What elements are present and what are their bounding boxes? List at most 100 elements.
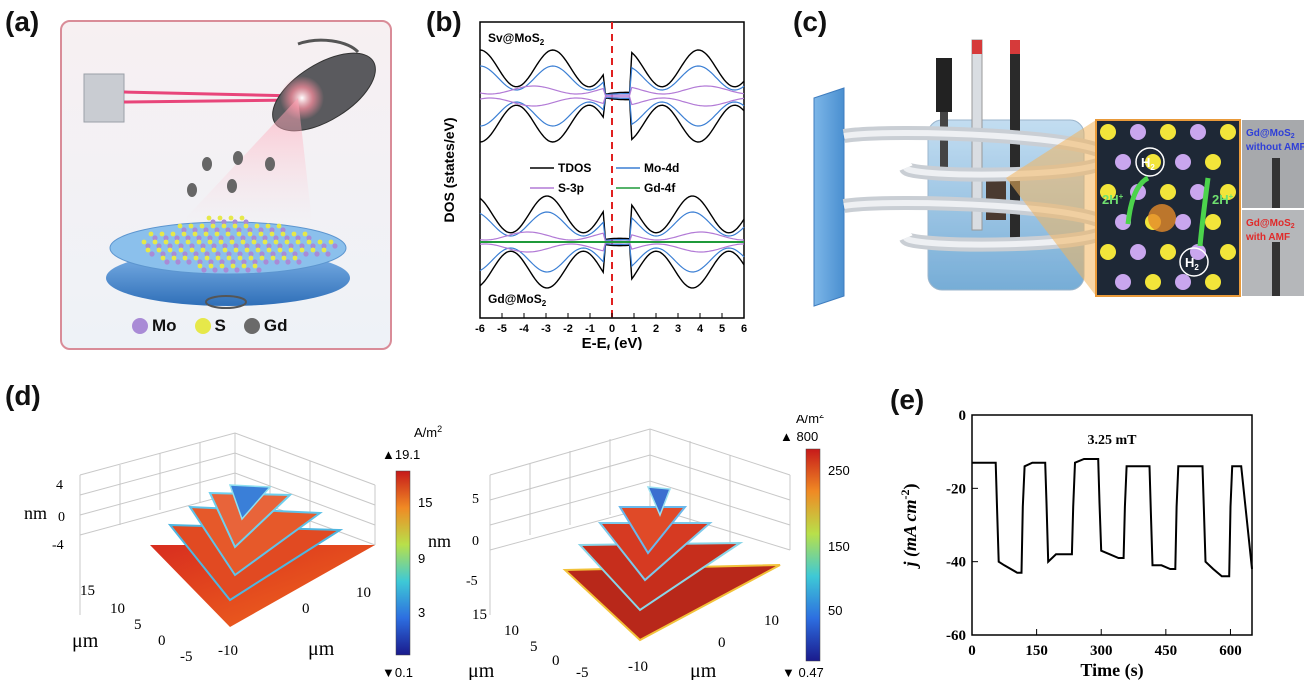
mo-atom [223, 267, 229, 273]
dos-curves [479, 49, 745, 289]
mo-atom [145, 243, 151, 249]
x-tick-label: 300 [1090, 643, 1113, 659]
legend-gd4f: Gd-4f [644, 181, 676, 195]
zoom-atom [1100, 244, 1116, 260]
reaction-arrow-left-icon [1125, 175, 1150, 225]
s-atom [217, 215, 223, 221]
dos-top-label: Sv@MoS2 [488, 31, 545, 47]
s-atom [233, 247, 239, 253]
mo-atom [273, 235, 279, 241]
s-atom [232, 223, 238, 229]
panel-label-b: (b) [426, 6, 462, 37]
mo-atom [233, 243, 239, 249]
plasma-plume [182, 98, 312, 222]
s-atom [170, 231, 176, 237]
s-atom [148, 231, 154, 237]
dos-curve [479, 97, 745, 143]
s-atom [204, 255, 210, 261]
s-atom [255, 247, 261, 253]
s-atom [230, 263, 236, 269]
s-atom [265, 223, 271, 229]
mo-atom [175, 259, 181, 265]
right-y-tick: 10 [504, 623, 519, 639]
laser-beam [123, 90, 299, 98]
mo-atom-icon [132, 318, 148, 334]
s-atom [262, 239, 268, 245]
mo-atom [241, 259, 247, 265]
s-atom [226, 255, 232, 261]
mo-atom [215, 251, 221, 257]
s-atom [247, 231, 253, 237]
y-tick-label: -20 [946, 481, 966, 497]
zoom-atom [1205, 154, 1221, 170]
left-colorbar-gradient [395, 470, 411, 656]
dos-legend: TDOS Mo-4d S-3p Gd-4f [530, 161, 679, 195]
zoom-atom [1115, 274, 1131, 290]
s-atom [156, 247, 162, 253]
s-atom [200, 247, 206, 253]
s-atom [243, 223, 249, 229]
dos-x-axis-label: E-Ef (eV) [582, 335, 643, 350]
s-atom [241, 263, 247, 269]
legend-s3p: S-3p [558, 181, 584, 195]
right-z-tick: 5 [472, 492, 479, 507]
x-ticks: 0 150 300 450 600 [968, 629, 1242, 659]
h2-label-top: H2 [1141, 155, 1155, 172]
mo-atom [193, 251, 199, 257]
s-atom [218, 239, 224, 245]
s-atom [251, 239, 257, 245]
s-atom [222, 247, 228, 253]
s-atom [219, 263, 225, 269]
dos-curve [479, 49, 745, 95]
s-atom [181, 231, 187, 237]
s-atom [270, 255, 276, 261]
dos-curve [479, 243, 745, 273]
right-colorbar-tick: 50 [828, 603, 842, 618]
mo-atom [226, 251, 232, 257]
mo-atom [266, 243, 272, 249]
s-atom [182, 255, 188, 261]
dos-plot: -6 -5 -4 -3 -2 -1 0 1 2 3 4 5 6 Sv@MoS2 Gd@MoS2 TDOS… [430, 20, 760, 355]
mo-atom [174, 235, 180, 241]
mo-atom [310, 243, 316, 249]
s-atom [269, 231, 275, 237]
right-current-layer-5 [646, 486, 672, 517]
s-atom [174, 239, 180, 245]
mos2-lattice [141, 215, 338, 273]
mo-atom [189, 243, 195, 249]
right-current-layer-4 [618, 506, 688, 555]
legend-tdos: TDOS [558, 161, 591, 175]
mo-atom [149, 251, 155, 257]
right-x-axis-label: μm [690, 660, 717, 680]
mo-atom [243, 219, 249, 225]
mo-atom [171, 251, 177, 257]
panel-label-d: (d) [5, 380, 41, 411]
dos-x-tick-label: -5 [497, 323, 507, 335]
dos-x-ticks: -6 -5 -4 -3 -2 -1 0 1 2 3 4 5 6 [475, 313, 747, 335]
s-atom [210, 223, 216, 229]
mo-atom [303, 251, 309, 257]
right-colorbar-min: ▼ 0.47 [782, 665, 824, 680]
mo-atom [284, 235, 290, 241]
right-y-axis-label: μm [468, 660, 495, 680]
s-atom [281, 255, 287, 261]
y-axis-label: j (mA cm-2) [898, 484, 921, 570]
mo-atom [240, 235, 246, 241]
right-z-tick: 0 [472, 534, 479, 549]
x-tick-label: 0 [968, 643, 976, 659]
mo-atom [229, 235, 235, 241]
magnet-plate [813, 87, 845, 307]
zoom-atom [1175, 214, 1191, 230]
mo-atom [200, 243, 206, 249]
mo-atom [211, 243, 217, 249]
s-atom [299, 247, 305, 253]
right-y-tick: 0 [552, 653, 560, 669]
s-atom [277, 247, 283, 253]
s-atom [266, 247, 272, 253]
s-atom [273, 239, 279, 245]
zoom-atom [1100, 124, 1116, 140]
y-ticks: 0 -20 -40 -60 [946, 408, 978, 644]
zoom-atom [1100, 184, 1116, 200]
right-z-axis-label: nm [428, 531, 451, 551]
zoom-atom [1190, 184, 1206, 200]
